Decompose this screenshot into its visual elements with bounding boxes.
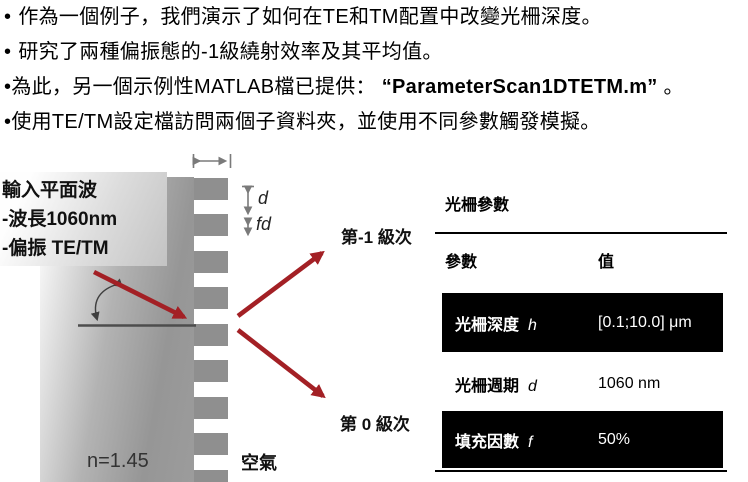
bullet-marker: •	[4, 76, 12, 98]
width-dimension-arrow	[192, 154, 232, 168]
bullet-text-3-suffix: 。	[657, 76, 684, 98]
bullet-marker: •	[4, 6, 12, 28]
param-row-grating-depth: 光柵深度 h [0.1;10.0] μm	[442, 293, 723, 352]
bullet-marker: •	[4, 41, 12, 63]
depth-dimension-label: fd	[256, 214, 272, 234]
panel-header-row: 參數 值	[445, 248, 727, 272]
bullet-item-2: • 研究了兩種偏振態的-1級繞射效率及其平均值。	[4, 35, 744, 70]
bullet-text-1: 作為一個例子，我們演示了如何在TE和TM配置中改變光柵深度。	[18, 6, 602, 28]
param-value: 1060 nm	[598, 375, 661, 392]
bullet-text-3: 為此，另一個示例性MATLAB檔已提供：	[11, 76, 382, 98]
panel-bottom-rule	[435, 470, 727, 472]
bullet-item-4: •使用TE/TM設定檔訪問兩個子資料夾，並使用不同參數觸發模擬。	[4, 105, 744, 140]
param-name: 填充因數	[455, 433, 520, 451]
param-symbol: d	[528, 378, 537, 395]
grating-tooth	[194, 178, 228, 200]
param-row-grating-period: 光柵週期 d 1060 nm	[442, 362, 723, 406]
matlab-file-name: “ParameterScan1DTETM.m”	[381, 76, 658, 98]
grating-tooth	[194, 470, 228, 482]
param-name: 光柵深度	[455, 316, 520, 334]
grating-tooth	[194, 397, 228, 419]
order-0-label: 第 0 級次	[340, 415, 410, 434]
bullet-item-3: •為此，另一個示例性MATLAB檔已提供： “ParameterScan1DTE…	[4, 70, 744, 105]
header-parameter: 參數	[445, 254, 478, 271]
param-value: 50%	[598, 430, 631, 448]
refractive-index-label: n=1.45	[87, 450, 149, 472]
grating-diagram: 輸入平面波 -波長1060nm -偏振 TE/TM d fd 第-1 級次 第 …	[0, 154, 412, 482]
input-wave-title: 輸入平面波	[2, 180, 98, 201]
grating-parameters-panel: 光柵參數 參數 值 光柵深度 h [0.1;10.0] μm 光柵週期 d 1060…	[435, 185, 727, 475]
air-label: 空氣	[241, 453, 277, 473]
period-depth-dimension-arrows	[242, 185, 254, 237]
order-0-arrow	[236, 328, 326, 399]
input-wave-label-box: 輸入平面波 -波長1060nm -偏振 TE/TM	[0, 172, 167, 266]
bullet-list: • 作為一個例子，我們演示了如何在TE和TM配置中改變光柵深度。 • 研究了兩種偏振…	[4, 0, 744, 140]
bullet-marker: •	[4, 111, 12, 133]
param-symbol: f	[528, 433, 533, 451]
grating-tooth	[194, 287, 228, 309]
bullet-item-1: • 作為一個例子，我們演示了如何在TE和TM配置中改變光柵深度。	[4, 0, 744, 35]
header-value: 值	[598, 254, 615, 271]
order-minus1-arrow	[236, 250, 325, 318]
wavelength-label: -波長1060nm	[2, 209, 118, 230]
grating-tooth	[194, 433, 228, 455]
grating-tooth	[194, 324, 228, 346]
param-row-fill-factor: 填充因數 f 50%	[442, 411, 723, 468]
panel-title-rule	[435, 232, 727, 234]
period-dimension-label: d	[258, 188, 269, 208]
panel-title: 光柵參數	[445, 197, 510, 214]
grating-tooth	[194, 251, 228, 273]
grating-tooth	[194, 360, 228, 382]
bullet-text-4: 使用TE/TM設定檔訪問兩個子資料夾，並使用不同參數觸發模擬。	[11, 111, 601, 133]
param-value: [0.1;10.0] μm	[598, 313, 692, 331]
polarization-label: -偏振 TE/TM	[2, 238, 109, 259]
order-minus1-label: 第-1 級次	[341, 228, 412, 247]
param-name: 光柵週期	[455, 378, 520, 395]
grating-tooth	[194, 214, 228, 236]
param-symbol: h	[528, 316, 537, 334]
bullet-text-2: 研究了兩種偏振態的-1級繞射效率及其平均值。	[18, 41, 443, 63]
